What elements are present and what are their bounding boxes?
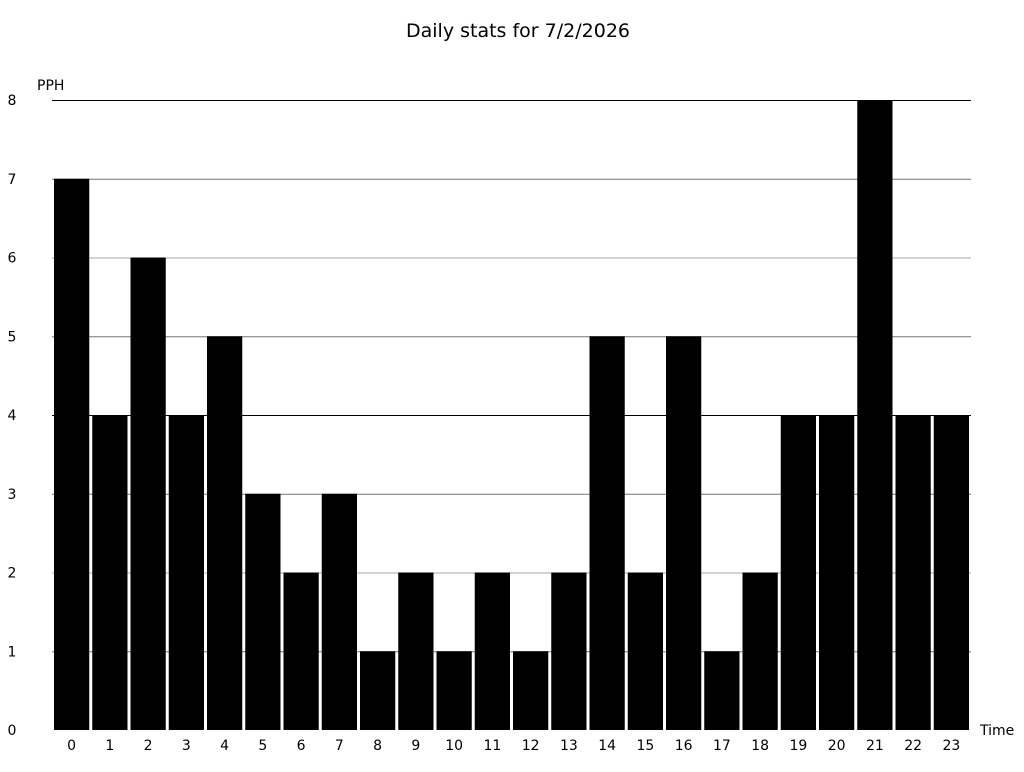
bar-5 (245, 493, 281, 730)
x-tick-label: 21 (866, 738, 884, 754)
x-tick-label: 1 (105, 738, 114, 754)
x-tick-label: 12 (522, 738, 540, 754)
y-tick-label: 5 (8, 329, 17, 345)
bar-3 (168, 415, 204, 730)
bar-14 (589, 336, 625, 730)
x-tick-label: 19 (789, 738, 807, 754)
x-tick-label: 9 (411, 738, 420, 754)
x-tick-label: 13 (560, 738, 578, 754)
bar-20 (819, 415, 855, 730)
y-tick-label: 2 (8, 566, 17, 582)
x-axis-label: Time (979, 723, 1014, 739)
bar-13 (551, 572, 587, 730)
bar-12 (513, 651, 549, 730)
chart-title: Daily stats for 7/2/2026 (406, 20, 630, 42)
bar-6 (283, 572, 319, 730)
x-tick-label: 17 (713, 738, 731, 754)
bar-10 (436, 651, 472, 730)
bar-21 (857, 100, 893, 730)
bar-18 (742, 572, 778, 730)
x-tick-label: 18 (751, 738, 769, 754)
bar-1 (92, 415, 128, 730)
x-tick-label: 3 (182, 738, 191, 754)
x-tick-label: 23 (942, 738, 960, 754)
x-tick-label: 2 (144, 738, 153, 754)
bar-0 (54, 178, 90, 730)
bar-2 (130, 257, 166, 730)
y-tick-label: 3 (8, 487, 17, 503)
y-tick-labels: 0 1 2 3 4 5 6 7 8 (8, 93, 17, 739)
bar-15 (627, 572, 663, 730)
bar-9 (398, 572, 434, 730)
bar-19 (780, 415, 816, 730)
bar-22 (895, 415, 931, 730)
y-tick-label: 7 (8, 172, 17, 188)
x-tick-label: 20 (828, 738, 846, 754)
y-tick-label: 8 (8, 93, 17, 109)
x-tick-label: 22 (904, 738, 922, 754)
gridlines (52, 100, 971, 653)
y-axis-label: PPH (37, 78, 64, 94)
bar-8 (360, 651, 396, 730)
x-tick-labels: 0 1 2 3 4 5 6 7 8 9 10 11 12 13 14 15 16 17 18 19 20 21 22 23 (67, 738, 960, 754)
y-tick-label: 6 (8, 251, 17, 267)
bar-17 (704, 651, 740, 730)
x-tick-label: 10 (445, 738, 463, 754)
bar-16 (666, 336, 702, 730)
x-tick-label: 4 (220, 738, 229, 754)
x-tick-label: 5 (258, 738, 267, 754)
x-tick-label: 15 (636, 738, 654, 754)
x-tick-label: 8 (373, 738, 382, 754)
x-tick-label: 14 (598, 738, 616, 754)
x-tick-label: 16 (675, 738, 693, 754)
y-tick-label: 0 (8, 723, 17, 739)
y-tick-label: 4 (8, 408, 17, 424)
bar-23 (933, 415, 969, 730)
bars (54, 100, 969, 730)
bar-4 (207, 336, 243, 730)
x-tick-label: 0 (67, 738, 76, 754)
bar-7 (321, 493, 357, 730)
bar-11 (474, 572, 510, 730)
x-tick-label: 7 (335, 738, 344, 754)
x-tick-label: 6 (297, 738, 306, 754)
x-tick-label: 11 (483, 738, 501, 754)
y-tick-label: 1 (8, 644, 17, 660)
